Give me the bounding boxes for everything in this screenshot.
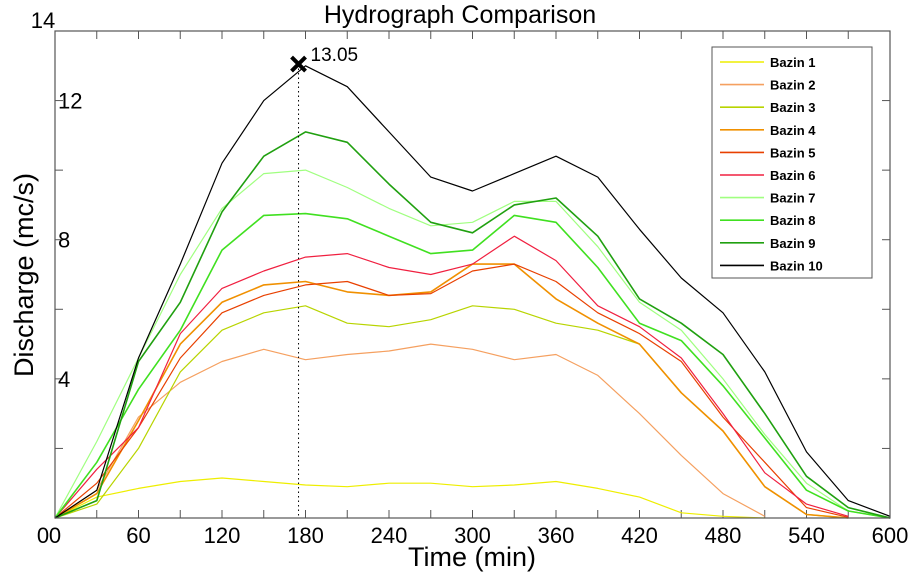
x-tick-label: 300: [454, 523, 491, 548]
series-line-bazin-5: [54, 263, 849, 519]
legend-label: Bazin 4: [770, 123, 816, 138]
legend-label: Bazin 8: [770, 213, 816, 228]
legend-label: Bazin 9: [770, 236, 816, 251]
x-tick-labels: 0 60 120 180 240 300 360 420 480 540 600: [49, 523, 908, 548]
legend-label: Bazin 1: [770, 55, 816, 70]
plot-frame: [54, 30, 891, 519]
x-tick-label: 480: [705, 523, 742, 548]
legend-label: Bazin 2: [770, 78, 816, 93]
peak-annotation: 13.05: [290, 45, 359, 518]
legend-label: Bazin 5: [770, 145, 816, 160]
chart-title: Hydrograph Comparison: [324, 1, 596, 29]
y-tick-label: 12: [58, 89, 82, 114]
x-tick-label: 0: [49, 523, 61, 548]
series-line-bazin-2: [54, 343, 766, 519]
series-line-bazin-6: [54, 235, 849, 519]
legend-label: Bazin 3: [770, 100, 816, 115]
x-tick-label: 180: [287, 523, 324, 548]
series-line-bazin-3: [54, 305, 849, 519]
y-axis-label: Discharge (mc/s): [9, 173, 39, 377]
axis-ticks: [55, 31, 890, 518]
legend-item: Bazin 2: [720, 78, 816, 93]
legend-item: Bazin 9: [720, 236, 816, 251]
x-tick-label: 60: [126, 523, 150, 548]
y-tick-label: 8: [58, 228, 70, 253]
series-line-bazin-1: [54, 477, 765, 519]
legend-item: Bazin 4: [720, 123, 816, 138]
x-tick-label: 600: [872, 523, 909, 548]
legend-item: Bazin 8: [720, 213, 816, 228]
series-line-bazin-9: [54, 131, 891, 519]
series-line-bazin-10: [54, 65, 891, 519]
legend: Bazin 1 Bazin 2 Bazin 3 Bazin 4 Bazin 5 Bazin…: [711, 46, 873, 279]
y-tick-labels: 0 4 8 12 14: [31, 8, 83, 548]
legend-item: Bazin 7: [720, 191, 816, 206]
legend-label: Bazin 10: [770, 258, 823, 273]
series-lines: [54, 65, 891, 519]
x-axis-label: Time (min): [408, 542, 536, 572]
series-line-bazin-4: [54, 263, 849, 519]
y-tick-label: 14: [31, 8, 55, 33]
series-line-bazin-7: [54, 169, 891, 519]
x-tick-label: 540: [788, 523, 825, 548]
x-tick-label: 120: [204, 523, 241, 548]
legend-box: [711, 46, 873, 279]
x-tick-label: 360: [538, 523, 575, 548]
legend-item: Bazin 1: [720, 55, 816, 70]
legend-item: Bazin 10: [720, 258, 823, 273]
peak-x-marker: [290, 55, 307, 73]
y-tick-label: 4: [58, 367, 70, 392]
y-tick-label: 0: [37, 523, 49, 548]
legend-item: Bazin 6: [720, 168, 816, 183]
x-tick-label: 240: [371, 523, 408, 548]
legend-label: Bazin 6: [770, 168, 816, 183]
legend-item: Bazin 5: [720, 145, 816, 160]
series-line-bazin-8: [54, 212, 891, 519]
peak-value-label: 13.05: [311, 45, 359, 66]
legend-label: Bazin 7: [770, 191, 816, 206]
x-tick-label: 420: [621, 523, 658, 548]
legend-item: Bazin 3: [720, 100, 816, 115]
